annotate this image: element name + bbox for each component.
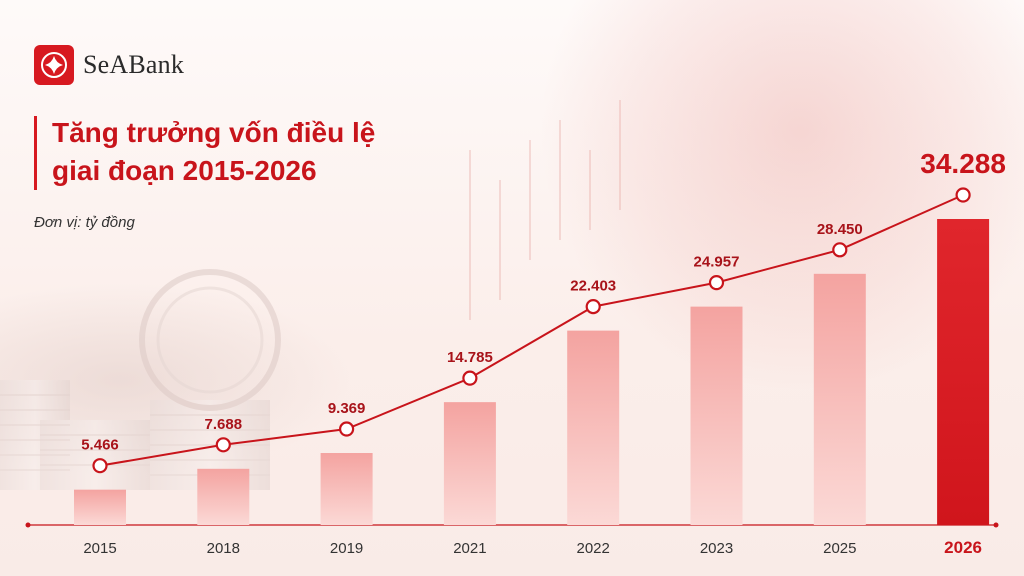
data-label-2018: 7.688 bbox=[205, 416, 243, 433]
data-label-2021: 14.785 bbox=[447, 349, 493, 366]
data-point-2018 bbox=[215, 437, 231, 453]
title-accent-bar bbox=[34, 116, 37, 190]
x-tick-label-2023: 2023 bbox=[700, 540, 733, 557]
x-tick-label-2015: 2015 bbox=[83, 540, 116, 557]
x-tick-label-2021: 2021 bbox=[453, 540, 486, 557]
data-label-2022: 22.403 bbox=[570, 278, 616, 295]
bar-2019 bbox=[320, 453, 373, 525]
data-point-2022 bbox=[585, 299, 601, 315]
x-axis-start-dot bbox=[25, 522, 31, 528]
data-label-2019: 9.369 bbox=[328, 400, 366, 417]
x-tick-label-2019: 2019 bbox=[330, 540, 363, 557]
x-tick-label-2026: 2026 bbox=[944, 538, 982, 557]
data-point-2019 bbox=[339, 421, 355, 437]
bar-2026 bbox=[937, 219, 990, 525]
data-label-2026: 34.288 bbox=[920, 148, 1006, 179]
chart-title-line-2: giai đoạn 2015-2026 bbox=[52, 155, 317, 186]
trend-line bbox=[99, 194, 964, 467]
data-point-2015 bbox=[92, 458, 108, 474]
bar-2025 bbox=[813, 273, 866, 525]
x-tick-label-2025: 2025 bbox=[823, 540, 856, 557]
data-point-2021 bbox=[462, 370, 478, 386]
bar-2023 bbox=[690, 306, 743, 525]
seabank-logo: SeABank bbox=[34, 45, 184, 85]
data-point-2025 bbox=[832, 242, 848, 258]
data-label-2015: 5.466 bbox=[81, 437, 119, 454]
brand-name: SeABank bbox=[83, 50, 185, 79]
seabank-logo-icon bbox=[34, 45, 74, 85]
bar-2022 bbox=[567, 330, 620, 525]
data-label-2025: 28.450 bbox=[817, 221, 863, 238]
data-point-2026 bbox=[955, 187, 971, 203]
bar-2021 bbox=[443, 402, 496, 525]
unit-label: Đơn vị: tỷ đồng bbox=[34, 214, 135, 231]
x-axis-end-dot bbox=[993, 522, 999, 528]
chart-title: Tăng trưởng vốn điều lệ giai đoạn 2015-2… bbox=[52, 114, 375, 190]
x-tick-label-2022: 2022 bbox=[577, 540, 610, 557]
x-tick-label-2018: 2018 bbox=[207, 540, 240, 557]
chart-title-line-1: Tăng trưởng vốn điều lệ bbox=[52, 117, 376, 148]
bar-2015 bbox=[74, 489, 126, 525]
data-point-2023 bbox=[708, 275, 725, 291]
bar-2018 bbox=[197, 468, 250, 525]
data-label-2023: 24.957 bbox=[694, 254, 740, 271]
